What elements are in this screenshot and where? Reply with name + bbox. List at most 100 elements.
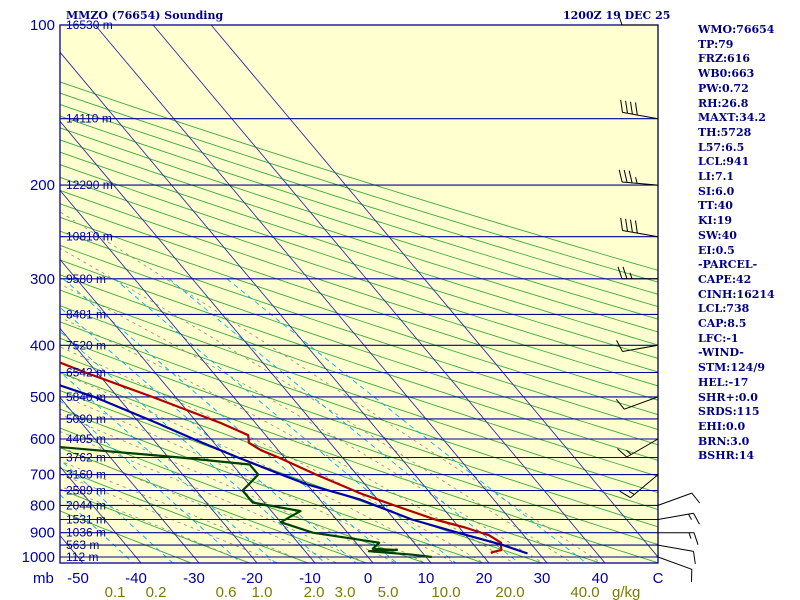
temperature-unit-label: C (653, 570, 664, 587)
wind-barb-staff (622, 111, 659, 120)
station-title: MMZO (76654) Sounding (66, 9, 224, 22)
dry-adiabat-line (60, 164, 658, 359)
isotherm-line (0, 25, 30, 568)
height-label: 1036 m (66, 526, 106, 540)
temperature-tick-label: 10 (418, 570, 435, 587)
index-row: LI:7.1 (698, 170, 735, 184)
index-row: -WIND- (698, 346, 744, 360)
index-row: CINH:16214 (698, 287, 775, 301)
wind-barb (618, 169, 659, 186)
mixing-ratio-label: 10.0 (431, 584, 460, 600)
isotherm-line (60, 396, 200, 563)
wind-barb-feather (693, 532, 699, 545)
index-row: EHI:0.0 (698, 419, 746, 433)
wind-barb-staff (657, 556, 692, 570)
pressure-tick-label: 700 (30, 467, 55, 484)
temperature-line (60, 361, 503, 555)
pressure-tick-label: 600 (30, 431, 55, 448)
wind-barb-staff (657, 512, 694, 520)
isotherm-line (60, 465, 142, 563)
isotherm-line (60, 327, 258, 563)
isotherm-line (94, 25, 548, 563)
index-row: HEL:-17 (698, 375, 749, 389)
pressure-tick-label: 500 (30, 389, 55, 406)
wind-barb-feather (620, 99, 623, 113)
mixing-ratio-line (226, 278, 587, 563)
wind-barb-staff (630, 474, 659, 499)
wind-barb-staff (657, 544, 694, 552)
isotherm-line (60, 120, 432, 563)
index-row: EI:0.5 (698, 243, 735, 257)
dry-adiabat-line (60, 467, 310, 563)
wind-barb-feather (622, 266, 628, 279)
index-row: SRDS:115 (698, 405, 760, 419)
dry-adiabat-line (60, 127, 658, 320)
index-row: L57:6.5 (698, 140, 745, 154)
moist-adiabat-line (60, 211, 603, 563)
dry-adiabat-line (60, 92, 658, 283)
temperature-tick-label: -10 (299, 570, 321, 587)
mixing-ratio-label: 0.1 (105, 584, 126, 600)
dry-adiabat-line (60, 139, 658, 333)
wind-barb (619, 474, 659, 499)
index-row: SHR+:0.0 (698, 390, 758, 404)
dry-adiabat-line (60, 390, 544, 563)
wind-barb (658, 532, 699, 545)
pressure-axis-label: mb (33, 570, 54, 587)
dry-adiabat-line (60, 510, 193, 563)
dry-adiabat-line (60, 447, 368, 563)
moist-adiabat-line (60, 316, 515, 563)
wind-barb-feather (693, 512, 700, 525)
mixing-ratio-line (168, 278, 520, 563)
pressure-tick-label: 400 (30, 337, 55, 354)
index-row: WMO:76654 (698, 23, 775, 36)
dewpoint-line (60, 445, 432, 559)
index-row: LFC:-1 (698, 331, 739, 345)
wind-barb-feather (623, 169, 628, 183)
wind-barb-feather (691, 492, 701, 504)
wind-barb-feather (635, 102, 638, 116)
mixing-ratio-label: 1.0 (252, 584, 273, 600)
wind-barb-feather (619, 490, 631, 499)
isotherm-line (210, 25, 658, 558)
index-row: WB0:663 (698, 67, 755, 81)
wind-barb-half-feather (629, 272, 633, 279)
wind-barb-staff (624, 396, 659, 410)
sounding-series (60, 361, 528, 559)
index-row: RH:26.8 (698, 96, 749, 110)
dry-adiabat-line (60, 203, 658, 401)
dry-adiabat-line (60, 274, 658, 477)
index-row: MAXT:34.2 (698, 111, 766, 125)
wind-barb-feather (693, 551, 696, 564)
height-label: 5840 m (66, 390, 106, 404)
wind-barb-feather (630, 219, 633, 233)
moist-adiabats (60, 211, 603, 563)
dry-adiabat-line (60, 259, 658, 461)
dry-adiabat-line (60, 427, 427, 563)
wind-barb (657, 544, 696, 564)
dry-adiabat-line (60, 151, 658, 346)
index-row: BSHR:14 (698, 449, 755, 463)
index-row: KI:19 (698, 214, 733, 228)
height-label: 16530 m (66, 18, 113, 32)
moist-adiabat-line (60, 283, 544, 563)
mixing-ratio-label: 20.0 (495, 584, 524, 600)
index-row: TH:5728 (698, 125, 752, 139)
wind-barb-feather (635, 220, 638, 234)
pressure-tick-label: 200 (30, 177, 55, 194)
moist-adiabat-line (60, 372, 456, 563)
height-label: 2589 m (66, 484, 106, 498)
dry-adiabat-line (60, 305, 658, 510)
mixing-ratio-label: 5.0 (378, 584, 399, 600)
dry-adiabat-line (60, 321, 658, 528)
wind-barb (620, 217, 659, 238)
wind-barb-feather (625, 100, 628, 114)
dry-adiabat-line (60, 81, 658, 271)
index-row: CAPE:42 (698, 272, 752, 286)
temperature-tick-label: -40 (125, 570, 147, 587)
wind-barb-feather (630, 101, 633, 115)
wind-barb-staff (622, 344, 659, 352)
mixing-ratio-line (60, 371, 277, 563)
height-label: 6542 m (66, 366, 106, 380)
dry-adiabat-line (60, 104, 658, 295)
